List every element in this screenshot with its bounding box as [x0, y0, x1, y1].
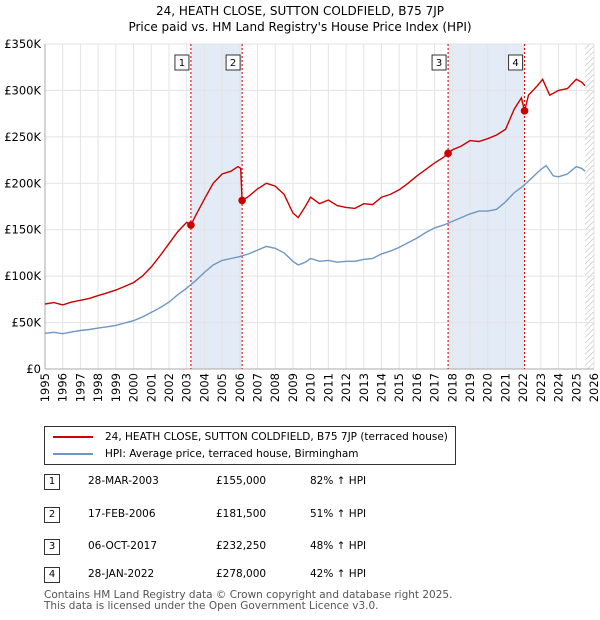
footer-copyright: Contains HM Land Registry data © Crown c… [44, 589, 453, 601]
legend-label-property: 24, HEATH CLOSE, SUTTON COLDFIELD, B75 7… [105, 431, 448, 443]
x-tick-label: 1996 [56, 373, 70, 402]
sale-point [187, 221, 195, 229]
hpi-line [44, 164, 586, 335]
x-tick-label: 2024 [552, 373, 566, 402]
transaction-number: 1 [44, 474, 60, 490]
legend-swatch-hpi [53, 453, 93, 455]
transaction-date: 28-MAR-2003 [88, 475, 159, 487]
transaction-date: 28-JAN-2022 [88, 568, 155, 580]
x-tick-label: 1997 [73, 373, 87, 402]
sale-number-label: 4 [512, 58, 518, 69]
x-tick-label: 2006 [233, 373, 247, 402]
table-row: 1 28-MAR-2003 £155,000 82% ↑ HPI [44, 474, 464, 492]
x-tick-label: 2011 [321, 373, 335, 402]
x-tick-label: 2026 [587, 373, 600, 402]
x-tick-label: 2018 [445, 373, 459, 402]
x-tick-label: 2017 [428, 373, 442, 402]
sale-period-shade [190, 44, 243, 369]
x-tick-label: 1995 [38, 373, 52, 402]
x-tick-label: 2005 [215, 373, 229, 402]
x-tick-label: 2014 [374, 373, 388, 402]
x-tick-label: 2007 [251, 373, 265, 402]
transaction-price: £181,500 [216, 508, 267, 520]
sale-number-box [174, 54, 190, 71]
x-tick-label: 2013 [357, 373, 371, 402]
sale-point [520, 107, 529, 115]
x-tick-label: 2010 [304, 373, 318, 402]
legend-label-hpi: HPI: Average price, terraced house, Birm… [105, 448, 359, 460]
transaction-number: 2 [44, 507, 60, 523]
forecast-hatch [585, 44, 594, 369]
y-tick-label: £200K [4, 176, 41, 190]
sale-point [238, 196, 246, 205]
y-tick-label: £250K [4, 130, 41, 144]
transaction-number: 4 [44, 567, 60, 583]
x-tick-label: 2020 [481, 373, 495, 402]
x-tick-label: 2023 [534, 373, 548, 402]
transaction-date: 17-FEB-2006 [88, 508, 156, 520]
sale-number-label: 2 [230, 58, 236, 69]
sale-number-box [508, 54, 524, 71]
transaction-hpi: 51% ↑ HPI [310, 508, 367, 520]
sale-number-box [225, 54, 241, 71]
transaction-price: £155,000 [216, 475, 267, 487]
table-row: 2 17-FEB-2006 £181,500 51% ↑ HPI [44, 507, 464, 525]
x-tick-label: 2025 [569, 373, 583, 402]
x-tick-label: 2004 [197, 373, 211, 402]
chart-title: 24, HEATH CLOSE, SUTTON COLDFIELD, B75 7… [156, 4, 444, 18]
legend-swatch-property [53, 436, 93, 438]
transaction-date: 06-OCT-2017 [88, 540, 157, 552]
x-tick-label: 2021 [498, 373, 512, 402]
legend: 24, HEATH CLOSE, SUTTON COLDFIELD, B75 7… [44, 426, 456, 465]
x-tick-label: 2001 [144, 373, 158, 402]
legend-item-property: 24, HEATH CLOSE, SUTTON COLDFIELD, B75 7… [53, 429, 448, 445]
transaction-price: £232,250 [216, 540, 267, 552]
x-tick-label: 2016 [410, 373, 424, 402]
x-tick-label: 2003 [180, 373, 194, 402]
price-chart: £0 £50K £100K £150K £200K £250K £300K £350K 1995… [4, 37, 600, 402]
x-tick-label: 2019 [463, 373, 477, 402]
transaction-number: 3 [44, 539, 60, 555]
x-tick-label: 2022 [516, 373, 530, 402]
x-tick-label: 2002 [162, 373, 176, 402]
table-row: 4 28-JAN-2022 £278,000 42% ↑ HPI [44, 567, 464, 585]
transaction-hpi: 48% ↑ HPI [310, 540, 367, 552]
x-tick-label: 2008 [268, 373, 282, 402]
sale-number-label: 1 [179, 58, 185, 69]
x-tick-label: 2009 [286, 373, 300, 402]
y-tick-label: £100K [4, 269, 41, 283]
legend-item-hpi: HPI: Average price, terraced house, Birm… [53, 446, 359, 462]
transaction-hpi: 82% ↑ HPI [310, 475, 367, 487]
chart-subtitle: Price paid vs. HM Land Registry's House … [128, 20, 472, 34]
x-tick-label: 2012 [339, 373, 353, 402]
sale-number-box [431, 54, 447, 71]
x-tick-label: 2000 [127, 373, 141, 402]
transaction-hpi: 42% ↑ HPI [310, 568, 367, 580]
y-tick-label: £150K [4, 223, 41, 237]
y-tick-label: £350K [4, 37, 41, 51]
footer: Contains HM Land Registry data © Crown c… [44, 590, 452, 612]
x-tick-label: 1998 [91, 373, 105, 402]
x-tick-label: 2015 [392, 373, 406, 402]
x-tick-label: 1999 [109, 373, 123, 402]
footer-license: This data is licensed under the Open Gov… [44, 600, 379, 612]
transaction-price: £278,000 [216, 568, 267, 580]
y-tick-label: £300K [4, 83, 41, 97]
sale-number-label: 3 [436, 58, 442, 69]
y-tick-label: £0 [26, 362, 41, 376]
property-price-line [44, 77, 586, 306]
table-row: 3 06-OCT-2017 £232,250 48% ↑ HPI [44, 539, 464, 557]
y-tick-label: £50K [12, 316, 42, 330]
sale-point [444, 149, 452, 158]
sale-period-shade [448, 44, 525, 369]
